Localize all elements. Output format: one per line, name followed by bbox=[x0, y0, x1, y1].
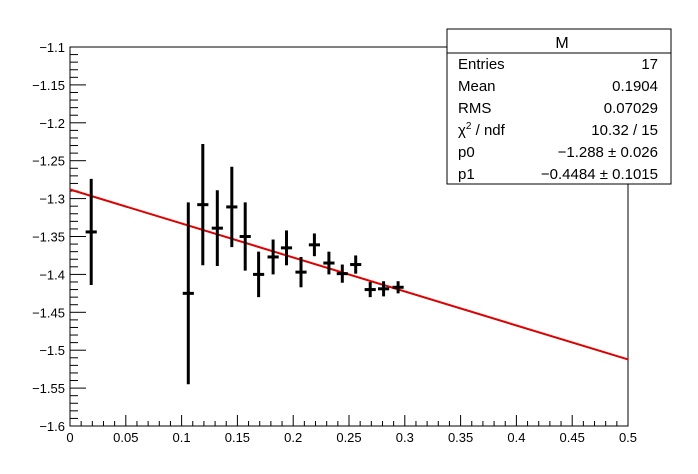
x-tick-label: 0.35 bbox=[448, 430, 473, 445]
x-axis: 0 0.05 0.1 0.15 0.2 0.25 0.3 0.35 0.4 0.45 0.5 bbox=[66, 415, 637, 445]
data-point bbox=[295, 256, 307, 288]
x-tick-label: 0.5 bbox=[619, 430, 637, 445]
data-point bbox=[280, 230, 293, 266]
y-tick-label: −1.3 bbox=[39, 192, 65, 207]
x-tick-label: 0.45 bbox=[560, 430, 585, 445]
data-point bbox=[378, 281, 390, 297]
x-tick-label: 0.05 bbox=[113, 430, 138, 445]
y-tick-label: −1.15 bbox=[32, 78, 65, 93]
x-tick-label: 0.4 bbox=[507, 430, 525, 445]
stats-label-p0: p0 bbox=[458, 144, 475, 161]
data-point bbox=[197, 144, 209, 266]
y-tick-label: −1.35 bbox=[32, 230, 65, 245]
stats-label-mean: Mean bbox=[458, 78, 496, 95]
stats-value-mean: 0.1904 bbox=[612, 78, 658, 95]
y-tick-label: −1.2 bbox=[39, 116, 65, 131]
data-point bbox=[226, 166, 238, 248]
y-tick-label: −1.25 bbox=[32, 154, 65, 169]
y-tick-label: −1.5 bbox=[39, 343, 65, 358]
y-tick-label: −1.55 bbox=[32, 381, 65, 396]
stats-label-entries: Entries bbox=[458, 56, 505, 73]
stats-value-entries: 17 bbox=[641, 56, 658, 73]
chi-suffix: / ndf bbox=[471, 122, 505, 139]
x-tick-label: 0.1 bbox=[173, 430, 191, 445]
stats-box: M Entries 17 Mean 0.1904 RMS 0.07029 χ2 … bbox=[446, 28, 672, 185]
stats-box-border bbox=[446, 28, 672, 185]
fit-line-group bbox=[69, 188, 629, 361]
stats-value-p0: −1.288 ± 0.026 bbox=[558, 144, 658, 161]
x-tick-label: 0.2 bbox=[284, 430, 302, 445]
data-point bbox=[267, 239, 279, 275]
x-tick-label: 0.25 bbox=[336, 430, 361, 445]
y-tick-label: −1.1 bbox=[39, 40, 65, 55]
data-point bbox=[85, 178, 97, 286]
y-tick-label: −1.45 bbox=[32, 305, 65, 320]
y-tick-label: −1.6 bbox=[39, 419, 65, 434]
stats-value-p1: −0.4484 ± 0.1015 bbox=[541, 166, 658, 183]
stats-label-rms: RMS bbox=[458, 100, 491, 117]
data-point bbox=[392, 281, 404, 294]
stats-label-chi2-ndf: χ2 / ndf bbox=[458, 121, 506, 139]
data-point bbox=[239, 202, 251, 271]
data-point bbox=[350, 255, 362, 274]
data-point bbox=[308, 233, 320, 257]
data-point bbox=[211, 190, 223, 267]
y-axis: −1.1 −1.15 −1.2 −1.25 −1.3 −1.35 −1.4 −1.45 −1.5… bbox=[32, 40, 86, 434]
data-point bbox=[182, 202, 194, 385]
data-point bbox=[364, 281, 376, 298]
stats-value-rms: 0.07029 bbox=[604, 100, 658, 117]
data-points bbox=[85, 144, 404, 385]
stats-label-p1: p1 bbox=[458, 166, 475, 183]
chi-symbol: χ bbox=[458, 122, 466, 139]
data-point bbox=[323, 251, 335, 275]
x-tick-label: 0.15 bbox=[225, 430, 250, 445]
stats-box-title: M bbox=[555, 35, 568, 52]
data-point bbox=[336, 264, 348, 283]
x-tick-label: 0 bbox=[66, 430, 73, 445]
chi-superscript: 2 bbox=[466, 121, 472, 132]
fit-line bbox=[69, 188, 629, 361]
y-tick-label: −1.4 bbox=[39, 267, 65, 282]
stats-value-chi2-ndf: 10.32 / 15 bbox=[591, 122, 658, 139]
x-tick-label: 0.3 bbox=[396, 430, 414, 445]
data-point bbox=[253, 251, 265, 298]
